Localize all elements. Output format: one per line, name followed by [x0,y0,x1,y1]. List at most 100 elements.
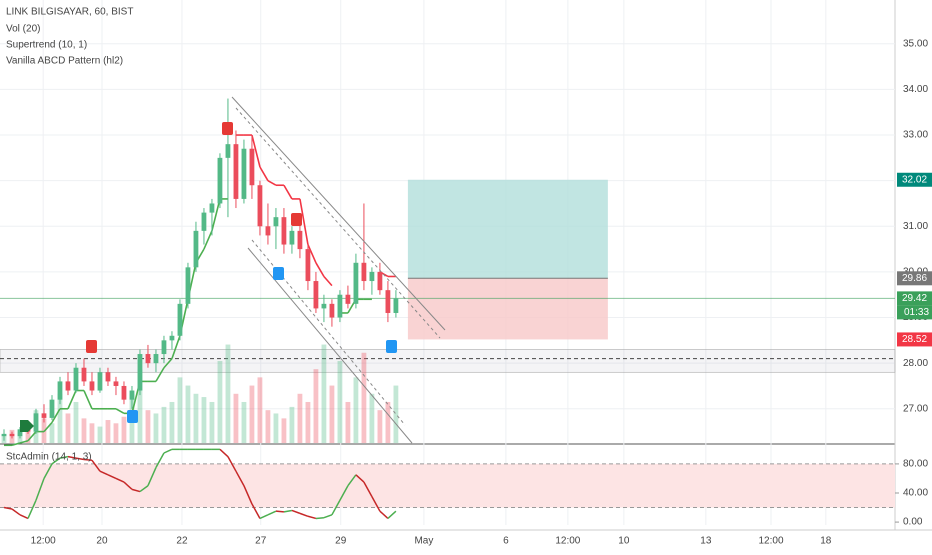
oscillator-line [259,514,269,520]
candle-body [201,212,207,231]
supertrend-line [211,198,221,232]
oscillator-line [35,478,45,501]
volume-bar [265,410,271,443]
volume-bar [369,393,375,443]
oscillator-line [323,514,333,519]
supertrend-line [283,184,293,200]
abcd-channel [231,96,446,444]
candle-body [1,433,7,437]
oscillator-line [315,516,324,520]
candle-body [121,385,127,400]
oscillator-line [355,474,365,483]
oscillator-line [291,509,301,515]
zone [0,349,896,373]
oscillator-label: StcAdmin (14, 1, 3) [6,452,92,463]
y-tick-label: 33.00 [903,130,928,141]
candle-body [385,290,391,313]
volume-bar [201,397,207,443]
volume-bar [353,377,359,443]
oscillator-line [91,459,101,472]
volume-bar [25,426,31,443]
volume-bar [209,401,215,443]
volume-bar [385,401,391,443]
oscillator-line [99,470,109,476]
candle-body [305,249,311,282]
y-tick-label: 80.00 [903,459,928,470]
x-tick-label: 20 [96,536,108,547]
volume-bar [281,418,287,443]
volume-bar [217,360,223,443]
y-tick-label: 28.00 [903,358,928,369]
supertrend-line [43,421,53,433]
supertrend-line [11,442,21,447]
indicator-label: Vol (20) [6,24,40,35]
oscillator-line [275,510,285,513]
candle-body [233,144,239,199]
entry-label-bg [897,271,932,286]
oscillator-band [0,463,895,508]
candle-body [105,372,111,382]
x-tick-label: 12:00 [31,536,56,547]
x-tick-label: 12:00 [759,536,784,547]
oscillator-line [235,470,245,487]
volume-bar [321,344,327,443]
y-tick-label: 0.00 [903,517,923,528]
volume-bar [113,423,119,443]
indicator-label: Vanilla ABCD Pattern (hl2) [6,56,123,67]
countdown: 01:33 [904,307,929,318]
oscillator-line [387,510,397,520]
volume-bar [329,385,335,443]
profit-zone [407,179,608,279]
oscillator-line [75,457,85,461]
oscillator-line [307,515,317,520]
oscillator-line [3,506,13,510]
volume-bar [49,423,55,443]
x-tick-label: 18 [820,536,832,547]
oscillator-line [131,488,141,493]
target-label: 32.02 [902,174,927,185]
candle-body [281,217,287,245]
last-price-label: 29.42 [902,293,927,304]
candle-body [209,203,215,213]
supertrend-line [19,439,29,444]
volume-bar [185,385,191,443]
oscillator-line [371,496,381,512]
candle-body [257,185,263,227]
volume-bar [193,393,199,443]
signal-markers [20,122,397,432]
candle-body [57,381,63,400]
volume-bar [393,385,399,443]
candle-body [217,157,223,204]
stop-label-bg [897,332,932,347]
y-tick-label: 35.00 [903,38,928,49]
oscillator-line [51,457,61,465]
candle-body [33,413,39,432]
volume-bar [249,385,255,443]
candle-body [289,230,295,245]
candle-body [9,433,15,437]
supertrend-line [307,244,317,264]
supertrend-line [163,358,173,369]
volume-bar [257,377,263,443]
supertrend-line [259,166,269,182]
volume-bar [153,413,159,443]
volume-bar [337,360,343,443]
oscillator-line [27,499,37,519]
candle-body [193,230,199,268]
volume-bar [345,401,351,443]
oscillator-line [147,467,157,487]
volume-bar [73,401,79,443]
candle-body [241,148,247,199]
volume-bar [161,406,167,443]
y-tick-label: 34.00 [903,84,928,95]
candle-body [249,148,255,186]
candle-body [265,226,271,236]
oscillator-line [243,485,253,505]
volume-bar [57,393,63,443]
volume-bar [81,418,87,443]
candle-body [361,262,367,282]
target-label-bg [897,172,932,187]
volume-bar [145,410,151,443]
supertrend-line [267,179,277,186]
